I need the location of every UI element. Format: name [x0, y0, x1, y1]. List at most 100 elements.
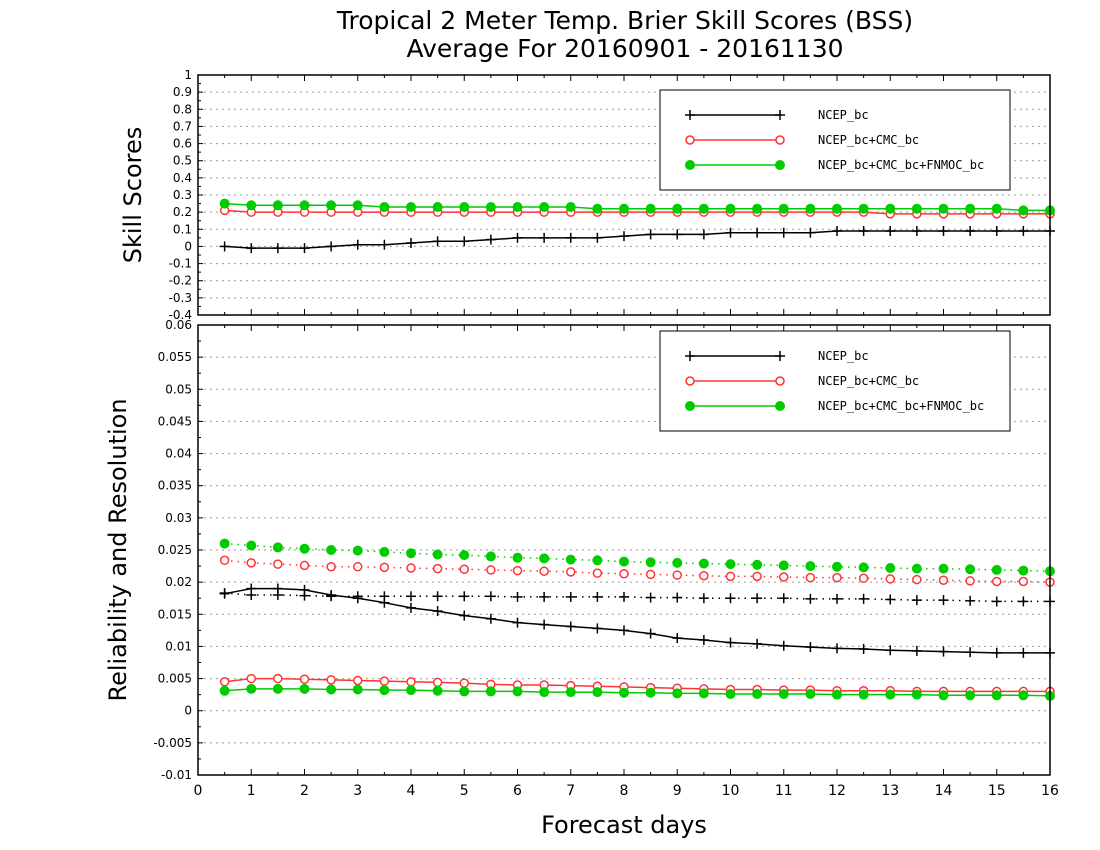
data-point [299, 560, 310, 571]
data-point [352, 200, 363, 211]
data-point [698, 558, 709, 569]
data-point [965, 576, 975, 586]
x-tick-label: 8 [620, 783, 629, 799]
data-point [832, 572, 842, 583]
y-tick-label: -0.3 [169, 291, 192, 305]
data-point [805, 561, 816, 572]
data-point [566, 567, 576, 577]
y-tick-label: -0.1 [169, 257, 192, 271]
data-point [619, 231, 629, 242]
y-tick-label: 0.03 [165, 511, 192, 525]
data-point [805, 227, 816, 238]
data-point [725, 571, 736, 582]
data-point [911, 203, 922, 214]
data-point [938, 690, 949, 701]
data-point [672, 633, 683, 644]
data-point [1018, 576, 1029, 587]
legend-marker [775, 135, 785, 145]
data-point [619, 569, 629, 579]
data-point [539, 591, 550, 602]
data-point [725, 637, 736, 648]
data-point [832, 203, 842, 214]
data-point [539, 202, 550, 212]
data-point [805, 689, 816, 699]
data-point [1018, 596, 1029, 607]
chart-title-line1: Tropical 2 Meter Temp. Brier Skill Score… [336, 6, 913, 35]
x-tick-label: 2 [300, 783, 309, 799]
data-point [459, 564, 469, 575]
data-point [858, 562, 869, 573]
data-point [486, 565, 496, 575]
data-point [911, 689, 922, 700]
data-point [992, 576, 1002, 587]
data-point [406, 548, 416, 559]
data-point [565, 554, 576, 565]
series-line [224, 209, 1050, 215]
x-tick-label: 5 [460, 783, 469, 799]
y-tick-label: 0.05 [165, 382, 192, 396]
y-tick-label: 0.04 [165, 447, 192, 461]
data-point [406, 602, 416, 613]
data-point [512, 552, 523, 563]
y-tick-label: 0.3 [173, 188, 192, 202]
x-tick-label: 3 [353, 783, 362, 799]
data-point [1018, 690, 1029, 701]
data-point [459, 610, 470, 621]
data-point [1018, 565, 1029, 576]
data-point [379, 591, 390, 602]
data-point [299, 590, 310, 601]
data-point [326, 241, 337, 252]
y-tick-label: 0.055 [158, 350, 192, 364]
data-point [991, 226, 1002, 236]
data-point [353, 561, 363, 572]
data-point [459, 550, 470, 561]
y-tick-label: 0.035 [158, 479, 192, 493]
chart-title-line2: Average For 20160901 - 20161130 [406, 34, 843, 63]
data-point [565, 687, 576, 698]
data-point [698, 688, 709, 699]
y-tick-label: 0.005 [158, 672, 192, 686]
data-point [725, 593, 736, 604]
data-point [272, 200, 283, 211]
data-point [778, 203, 789, 214]
x-tick-label: 13 [881, 783, 899, 799]
data-point [326, 545, 337, 555]
data-point [592, 232, 603, 243]
legend-label: NCEP_bc [818, 108, 869, 122]
data-point [885, 689, 896, 700]
data-point [991, 690, 1002, 701]
data-point [592, 203, 603, 214]
y-tick-label: 0.9 [173, 85, 192, 99]
data-point [272, 590, 283, 600]
data-point [246, 673, 256, 684]
data-point [938, 563, 949, 574]
data-point [645, 569, 656, 580]
data-point [459, 202, 470, 212]
data-point [539, 619, 550, 630]
data-point [699, 570, 709, 581]
data-point [512, 617, 523, 628]
data-point [832, 643, 842, 654]
series-line [224, 688, 1051, 697]
data-point [965, 226, 976, 236]
data-point [858, 689, 869, 700]
data-point [219, 198, 230, 209]
data-point [991, 647, 1002, 658]
data-point [406, 685, 416, 696]
data-point [911, 226, 922, 236]
data-point [379, 239, 390, 250]
data-point [485, 686, 496, 697]
data-point [752, 689, 763, 699]
series-line [224, 587, 1050, 654]
data-point [246, 683, 257, 694]
x-tick-label: 10 [722, 783, 740, 799]
data-point [672, 570, 682, 580]
data-point [272, 542, 283, 553]
data-point [485, 591, 496, 602]
data-point [406, 563, 416, 573]
legend-marker [775, 351, 785, 361]
data-point [725, 227, 736, 238]
y-tick-label: 0 [184, 704, 192, 718]
data-point [352, 545, 363, 556]
